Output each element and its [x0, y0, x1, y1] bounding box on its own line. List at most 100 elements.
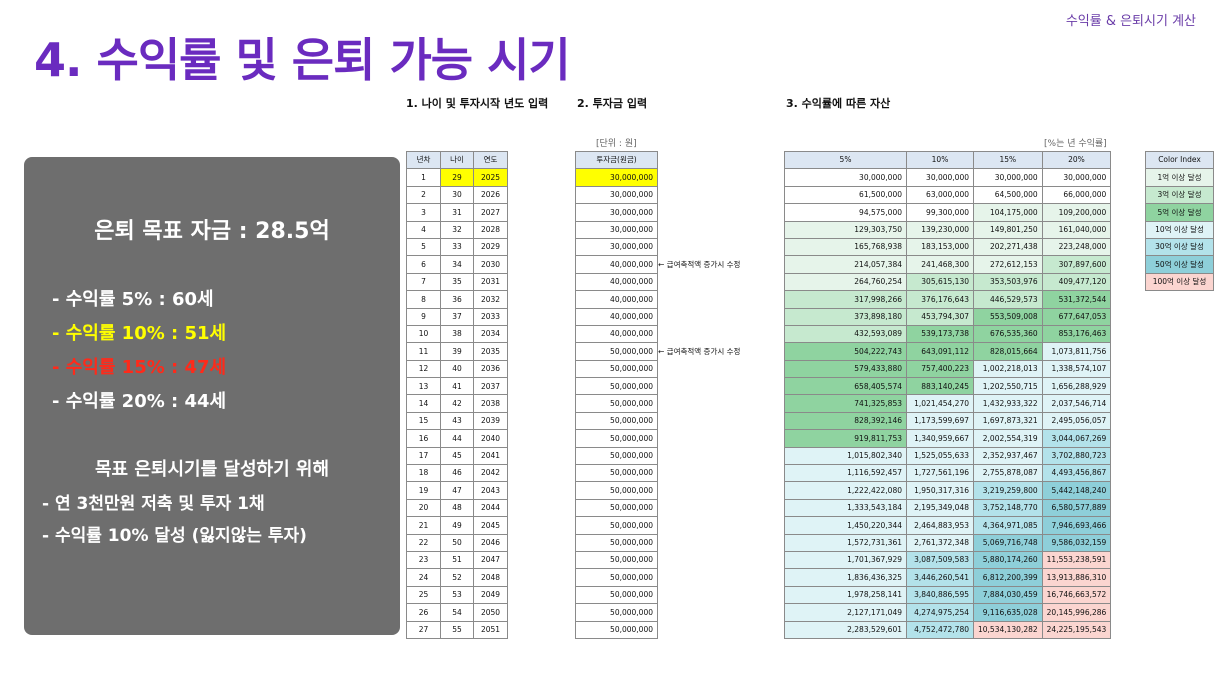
asset-cell: 149,801,250 [973, 220, 1043, 239]
legend-item: 1억 이상 달성 [1145, 168, 1214, 187]
year-index-cell: 23 [406, 550, 441, 570]
asset-cell: 4,274,975,254 [906, 603, 974, 622]
table-row: 214,057,384 241,468,300 272,612,153 307,897… [784, 255, 1112, 274]
table-row: 5 33 2029 [406, 237, 508, 257]
principal-cell: 50,000,000 [575, 481, 658, 500]
asset-cell: 2,352,937,467 [973, 446, 1043, 466]
asset-cell: 1,073,811,756 [1041, 342, 1112, 361]
asset-cell: 2,037,546,714 [1041, 394, 1112, 413]
asset-cell: 4,364,971,085 [973, 516, 1043, 535]
age-cell: 39 [440, 342, 474, 361]
table-row: 3 31 2027 [406, 203, 508, 222]
year-index-cell: 5 [406, 237, 441, 257]
year-cell: 2043 [473, 481, 508, 500]
year-index-cell: 8 [406, 290, 441, 309]
year-cell: 2033 [473, 307, 508, 326]
asset-cell: 109,200,000 [1041, 203, 1112, 222]
table-row: 4 32 2028 [406, 220, 508, 239]
age-cell: 44 [440, 429, 474, 448]
header-principal: 투자금(원금) [575, 150, 658, 170]
principal-cell[interactable]: 30,000,000 [575, 168, 658, 187]
table-row: 1,450,220,344 2,464,883,953 4,364,971,085 7… [784, 516, 1112, 535]
asset-cell: 3,840,886,595 [906, 585, 974, 605]
year-cell: 2032 [473, 290, 508, 309]
asset-cell: 2,761,372,348 [906, 533, 974, 552]
header-rate-20: 20% [1041, 150, 1112, 170]
year-cell: 2038 [473, 394, 508, 413]
table-row: 40,000,000 [575, 272, 658, 292]
year-cell: 2035 [473, 342, 508, 361]
asset-cell: 579,433,880 [784, 359, 907, 379]
legend-row: 100억 이상 달성 [1145, 272, 1214, 292]
rate-result-10: - 수익률 10% : 51세 [52, 323, 227, 344]
year-index-cell: 1 [406, 168, 441, 187]
table-row: 50,000,000 [575, 533, 658, 552]
table-row: 2,283,529,601 4,752,472,780 10,534,130,282… [784, 620, 1112, 639]
asset-cell: 202,271,438 [973, 237, 1043, 257]
table-row: 2 30 2026 [406, 185, 508, 205]
age-cell: 52 [440, 568, 474, 587]
principal-cell: 50,000,000 [575, 498, 658, 518]
year-cell[interactable]: 2025 [473, 168, 508, 187]
asset-cell: 1,002,218,013 [973, 359, 1043, 379]
table-row: 21 49 2045 [406, 516, 508, 535]
asset-cell: 30,000,000 [1041, 168, 1112, 187]
year-index-cell: 4 [406, 220, 441, 239]
asset-cell: 1,701,367,929 [784, 550, 907, 570]
year-index-cell: 7 [406, 272, 441, 292]
header-age: 나이 [440, 150, 474, 170]
asset-cell: 5,442,148,240 [1041, 481, 1112, 500]
asset-cell: 453,794,307 [906, 307, 974, 326]
table-row: 18 46 2042 [406, 464, 508, 483]
section-label-asset: 3. 수익률에 따른 자산 [786, 97, 891, 110]
asset-cell: 741,325,853 [784, 394, 907, 413]
year-index-cell: 15 [406, 411, 441, 431]
table-row: 50,000,000 [575, 498, 658, 518]
table-row: 1,701,367,929 3,087,509,583 5,880,174,260 1… [784, 550, 1112, 570]
asset-cell: 7,946,693,466 [1041, 516, 1112, 535]
asset-cell: 373,898,180 [784, 307, 907, 326]
year-cell: 2048 [473, 568, 508, 587]
age-table: 년차 나이 연도 1 29 2025 2 30 2026 3 31 2027 4 32 2028 5 33… [406, 150, 508, 639]
principal-cell: 50,000,000 [575, 446, 658, 466]
asset-cell: 3,446,260,541 [906, 568, 974, 587]
asset-cell: 305,615,130 [906, 272, 974, 292]
table-row: 50,000,000 [575, 429, 658, 448]
table-row: 40,000,000 [575, 290, 658, 309]
principal-cell: 30,000,000 [575, 237, 658, 257]
year-index-cell: 14 [406, 394, 441, 413]
header-year: 연도 [473, 150, 508, 170]
asset-cell: 183,153,000 [906, 237, 974, 257]
year-index-cell: 10 [406, 324, 441, 344]
asset-cell: 2,464,883,953 [906, 516, 974, 535]
table-row: 14 42 2038 [406, 394, 508, 413]
year-index-cell: 9 [406, 307, 441, 326]
table-row: 9 37 2033 [406, 307, 508, 326]
asset-cell: 4,493,456,867 [1041, 464, 1112, 483]
table-row: 50,000,000 [575, 359, 658, 379]
table-row: 373,898,180 453,794,307 553,509,008 677,647… [784, 307, 1112, 326]
table-row: 1,222,422,080 1,950,317,316 3,219,259,800 5… [784, 481, 1112, 500]
year-index-cell: 16 [406, 429, 441, 448]
year-cell: 2045 [473, 516, 508, 535]
asset-cell: 241,468,300 [906, 255, 974, 274]
age-cell: 46 [440, 464, 474, 483]
asset-cell: 165,768,938 [784, 237, 907, 257]
age-cell[interactable]: 29 [440, 168, 474, 187]
table-row: 50,000,000 [575, 550, 658, 570]
table-row: 20 48 2044 [406, 498, 508, 518]
table-row: 50,000,000 [575, 603, 658, 622]
asset-cell: 539,173,738 [906, 324, 974, 344]
asset-cell: 1,222,422,080 [784, 481, 907, 500]
adjust-note: ← 급여축적액 증가시 수정 [658, 347, 741, 357]
asset-cell: 6,812,200,399 [973, 568, 1043, 587]
asset-cell: 5,880,174,260 [973, 550, 1043, 570]
table-row: 13 41 2037 [406, 377, 508, 396]
age-cell: 49 [440, 516, 474, 535]
asset-cell: 1,727,561,196 [906, 464, 974, 483]
year-cell: 2029 [473, 237, 508, 257]
asset-cell: 1,836,436,325 [784, 568, 907, 587]
legend-row: 1억 이상 달성 [1145, 168, 1214, 187]
year-cell: 2044 [473, 498, 508, 518]
asset-cell: 1,015,802,340 [784, 446, 907, 466]
